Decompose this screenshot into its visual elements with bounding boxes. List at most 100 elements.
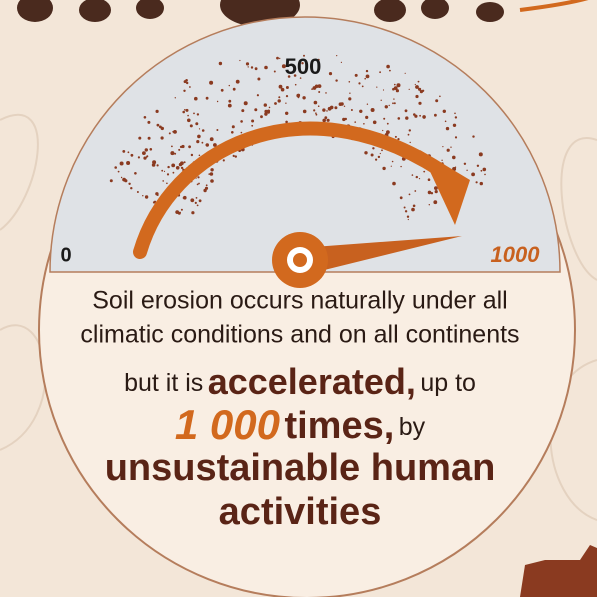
emphasis-number: 1 000 [175, 401, 280, 448]
speckle [435, 99, 438, 102]
speckle [240, 120, 243, 123]
speckle [422, 115, 426, 119]
speckle [199, 128, 200, 129]
speckle [383, 118, 385, 120]
speckle [257, 94, 259, 96]
speckle [409, 194, 411, 196]
speckle [184, 109, 186, 111]
speckle [126, 161, 130, 165]
gauge-min-label: 0 [60, 244, 71, 266]
speckle [381, 100, 382, 101]
speckle [375, 159, 377, 161]
speckle [295, 84, 297, 86]
speckle [407, 216, 409, 218]
speckle [279, 85, 283, 89]
speckle [184, 161, 186, 163]
speckle [334, 106, 337, 109]
speckle [239, 60, 240, 61]
speckle [241, 109, 244, 112]
speckle [174, 153, 176, 155]
speckle [183, 90, 185, 92]
speckle [372, 147, 374, 149]
speckle [325, 92, 327, 94]
speckle [453, 124, 456, 127]
speckle [404, 207, 406, 209]
speckle [229, 85, 230, 86]
speckle [251, 125, 253, 127]
speckle [322, 108, 325, 111]
speckle [279, 58, 280, 59]
speckle [472, 135, 474, 137]
speckle [415, 95, 418, 98]
speckle [155, 192, 158, 195]
speckle [195, 202, 197, 204]
speckle [122, 150, 125, 153]
speckle [267, 110, 270, 113]
speckle [433, 200, 437, 204]
speckle [428, 191, 432, 195]
speckle [217, 101, 218, 102]
speckle [382, 130, 383, 131]
speckle [179, 163, 182, 166]
speckle [371, 154, 374, 157]
speckle [415, 84, 416, 85]
speckle [173, 172, 175, 174]
speckle [114, 166, 117, 169]
speckle [161, 127, 164, 130]
speckle [342, 118, 345, 121]
speckle [210, 168, 213, 171]
speckle [251, 66, 253, 68]
infographic: 0 500 1000 Soil erosion occurs naturally… [0, 0, 597, 597]
speckle [235, 155, 237, 157]
speckle [398, 117, 401, 120]
speckle [130, 187, 132, 189]
speckle [183, 197, 185, 199]
speckle [447, 149, 450, 152]
speckle [167, 173, 169, 175]
speckle [196, 140, 199, 143]
speckle [442, 146, 443, 147]
speckle [441, 160, 442, 161]
speckle [314, 101, 318, 105]
speckle [190, 124, 193, 127]
speckle [445, 121, 447, 123]
speckle [210, 179, 214, 183]
speckle [397, 83, 401, 87]
speckle [210, 137, 214, 141]
speckle [386, 65, 390, 69]
speckle [169, 132, 171, 134]
text-line: Soil erosion occurs naturally under all [92, 287, 508, 315]
speckle [196, 197, 198, 199]
speckle [410, 142, 411, 143]
speckle [466, 170, 467, 171]
speckle [408, 219, 409, 220]
speckle [216, 129, 218, 131]
speckle [411, 208, 415, 212]
speckle [341, 62, 342, 63]
speckle [264, 66, 268, 70]
speckle [328, 107, 332, 111]
speckle [363, 123, 365, 125]
speckle [142, 151, 146, 155]
speckle [198, 183, 200, 185]
speckle [365, 116, 368, 119]
speckle [127, 151, 129, 153]
speckle [373, 121, 377, 125]
speckle [383, 89, 384, 90]
speckle [362, 86, 364, 88]
needle-hub-center [293, 253, 307, 267]
speckle [405, 109, 408, 112]
speckle [355, 74, 358, 77]
speckle [464, 163, 466, 165]
speckle [157, 164, 159, 166]
speckle [206, 97, 209, 100]
speckle [186, 109, 189, 112]
speckle [264, 103, 267, 106]
speckle [435, 190, 438, 193]
speckle [405, 73, 406, 74]
speckle [392, 102, 394, 104]
speckle [147, 121, 150, 124]
speckle [202, 129, 205, 132]
speckle [269, 107, 271, 109]
speckle [376, 87, 377, 88]
